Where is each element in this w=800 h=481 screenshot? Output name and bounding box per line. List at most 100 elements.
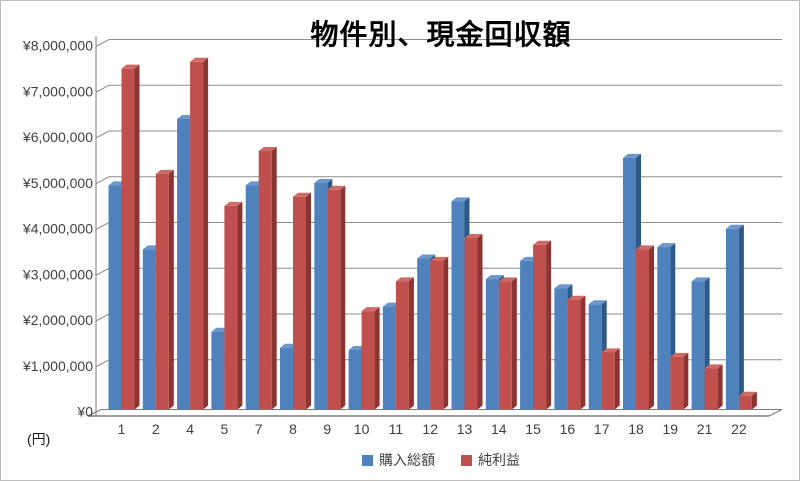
legend-item-profit: 純利益 — [461, 450, 520, 470]
bar-purchase-21-top — [691, 277, 710, 282]
y-axis-unit-label: (円) — [27, 431, 51, 447]
gridline-tick — [95, 130, 110, 139]
bar-purchase-1 — [108, 185, 122, 410]
bar-purchase-13 — [451, 201, 465, 410]
x-tick-label: 19 — [663, 421, 679, 437]
bar-profit-4 — [190, 61, 204, 410]
chart-legend: 購入総額 純利益 — [101, 450, 781, 470]
bar-profit-2-side — [168, 169, 174, 410]
bar-profit-16 — [567, 299, 581, 410]
bar-profit-14-top — [498, 277, 517, 282]
y-tick-label: ¥6,000,000 — [22, 129, 93, 145]
bar-purchase-11 — [382, 306, 396, 410]
bar-profit-15-top — [533, 240, 552, 245]
bar-profit-8-top — [293, 192, 311, 197]
x-tick-label: 9 — [323, 421, 331, 437]
bar-profit-12-top — [430, 256, 449, 261]
bar-profit-19-side — [683, 352, 689, 410]
bar-profit-14 — [498, 281, 512, 410]
y-tick-label: ¥5,000,000 — [22, 175, 93, 191]
y-tick-label: ¥1,000,000 — [22, 358, 93, 374]
bar-profit-7 — [258, 151, 272, 410]
bar-purchase-16-top — [554, 284, 573, 289]
legend-swatch-profit-icon — [461, 454, 472, 466]
x-tick-label: 17 — [594, 421, 610, 437]
gridline-tick — [95, 267, 110, 276]
y-tick-label: ¥8,000,000 — [22, 38, 93, 54]
bar-profit-10-top — [361, 307, 380, 312]
bar-profit-13 — [464, 237, 478, 410]
y-tick-label: ¥0 — [76, 404, 93, 420]
bar-profit-12 — [430, 260, 444, 410]
bar-profit-2 — [155, 173, 169, 410]
bar-profit-19 — [670, 356, 684, 410]
bar-profit-8 — [293, 196, 306, 410]
bar-profit-10 — [361, 311, 375, 410]
bar-purchase-19-top — [657, 243, 676, 248]
y-tick-label: ¥4,000,000 — [22, 221, 93, 237]
chart-title: 物件別、現金回収額 — [310, 19, 572, 50]
bar-purchase-9 — [314, 183, 328, 410]
bar-purchase-4 — [177, 118, 191, 410]
gridline-tick — [95, 222, 110, 230]
bar-profit-7-side — [271, 147, 277, 410]
bar-profit-21 — [704, 368, 718, 410]
x-tick-label: 11 — [389, 421, 404, 437]
bar-profit-15 — [533, 244, 547, 410]
gridline-tick — [95, 39, 110, 47]
bar-profit-5-side — [237, 201, 243, 410]
x-tick-label: 14 — [491, 421, 507, 437]
bar-profit-5 — [224, 205, 238, 410]
bar-profit-10-side — [374, 307, 380, 410]
bar-purchase-16 — [554, 288, 568, 410]
bar-profit-4-side — [203, 57, 209, 410]
x-tick-label: 16 — [560, 421, 576, 437]
bar-profit-19-top — [670, 352, 689, 357]
bar-profit-4-top — [190, 57, 209, 62]
bar-profit-16-top — [567, 295, 586, 300]
bar-profit-1-top — [121, 64, 140, 69]
bar-purchase-18-top — [623, 153, 641, 158]
bar-profit-5-top — [224, 201, 243, 206]
bar-profit-1-side — [134, 64, 140, 410]
gridline-tick — [95, 176, 110, 185]
legend-swatch-purchase-icon — [362, 454, 373, 466]
bar-profit-22 — [738, 395, 752, 410]
bar-purchase-10 — [348, 350, 362, 410]
bar-profit-18 — [636, 249, 649, 410]
bar-purchase-13-top — [451, 197, 470, 202]
bar-profit-2-top — [155, 169, 174, 174]
bar-purchase-2 — [142, 249, 156, 410]
bar-purchase-19 — [657, 247, 671, 410]
bar-purchase-12-top — [417, 254, 436, 259]
bar-profit-7-top — [258, 147, 277, 152]
y-tick-label: ¥7,000,000 — [22, 83, 93, 99]
bar-profit-17-top — [601, 348, 620, 353]
x-tick-label: 22 — [731, 421, 747, 437]
x-tick-label: 18 — [628, 421, 644, 437]
y-tick-label: ¥2,000,000 — [22, 312, 93, 328]
bar-profit-18-top — [636, 245, 654, 250]
legend-item-purchase: 購入総額 — [362, 450, 435, 470]
x-tick-label: 13 — [457, 421, 473, 437]
bar-profit-11-top — [395, 277, 414, 282]
bar-purchase-21 — [691, 281, 705, 410]
bar-purchase-8 — [280, 347, 293, 410]
x-tick-label: 4 — [186, 421, 194, 437]
bar-purchase-22-side — [738, 224, 744, 410]
x-tick-label: 5 — [221, 421, 229, 437]
floor-left-edge — [87, 409, 102, 417]
bar-profit-18-side — [649, 245, 654, 410]
bar-purchase-9-top — [314, 179, 333, 184]
bar-profit-22-top — [738, 391, 757, 396]
bar-purchase-22-top — [725, 224, 744, 229]
bar-profit-17-side — [614, 348, 620, 410]
x-tick-label: 2 — [152, 421, 160, 437]
bar-profit-16-side — [580, 295, 586, 410]
bar-profit-15-side — [546, 240, 552, 410]
bar-purchase-5 — [211, 331, 225, 410]
x-tick-label: 21 — [697, 421, 713, 437]
bar-purchase-17 — [588, 304, 602, 410]
